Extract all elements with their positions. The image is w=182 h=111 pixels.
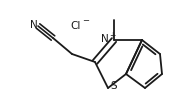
Text: +: + — [109, 32, 115, 41]
Text: −: − — [82, 17, 90, 26]
Text: N: N — [101, 34, 109, 44]
Text: N: N — [30, 20, 38, 30]
Text: S: S — [111, 81, 117, 91]
Text: Cl: Cl — [71, 21, 81, 31]
